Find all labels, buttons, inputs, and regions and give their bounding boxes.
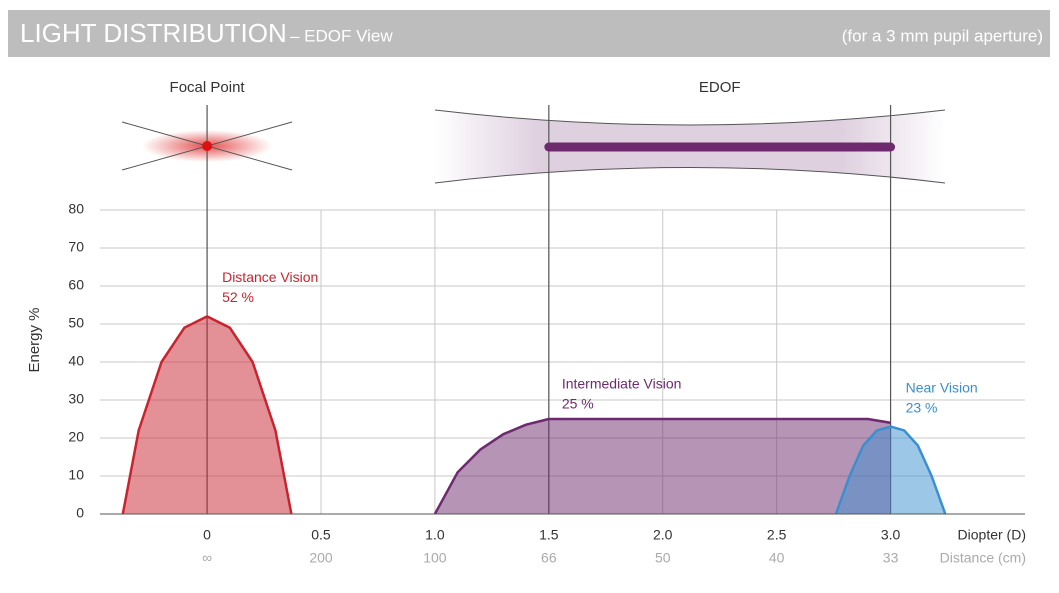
series-value-label: 52 % bbox=[222, 289, 254, 305]
note: (for a 3 mm pupil aperture) bbox=[842, 26, 1043, 45]
y-tick-label: 30 bbox=[68, 391, 84, 407]
y-tick-label: 50 bbox=[68, 315, 84, 331]
series-line bbox=[834, 425, 947, 515]
series-name: Intermediate Vision bbox=[562, 376, 682, 392]
focal-dot bbox=[202, 141, 213, 151]
distance-label: 50 bbox=[655, 550, 671, 566]
x-tick-label: 2.0 bbox=[653, 527, 673, 543]
edof-edge bbox=[434, 109, 946, 126]
y-axis-label: Energy % bbox=[26, 307, 43, 372]
series-value-label: 23 % bbox=[906, 399, 938, 415]
subtitle: – EDOF View bbox=[290, 26, 393, 45]
x2-axis-label: Distance (cm) bbox=[940, 550, 1026, 566]
distance-label: 100 bbox=[423, 550, 447, 566]
x-tick-label: 3.0 bbox=[881, 527, 901, 543]
series-value-label: 25 % bbox=[562, 396, 594, 412]
x-tick-label: 2.5 bbox=[767, 527, 787, 543]
y-tick-label: 40 bbox=[68, 353, 84, 369]
focal-label: Focal Point bbox=[170, 79, 246, 96]
edof-edge bbox=[434, 167, 946, 184]
x-axis-label: Diopter (D) bbox=[958, 527, 1026, 543]
x-tick-label: 1.0 bbox=[425, 527, 445, 543]
series-name: Near Vision bbox=[906, 379, 978, 395]
distance-label: 33 bbox=[883, 550, 899, 566]
series-name: Distance Vision bbox=[222, 269, 318, 285]
series-area bbox=[122, 316, 292, 514]
y-tick-label: 0 bbox=[76, 505, 84, 521]
y-tick-label: 20 bbox=[68, 429, 84, 445]
x-tick-label: 0.5 bbox=[311, 527, 331, 543]
distance-label: 200 bbox=[309, 550, 333, 566]
x-tick-label: 0 bbox=[203, 527, 211, 543]
header-bar bbox=[8, 10, 1050, 57]
y-tick-label: 10 bbox=[68, 467, 84, 483]
y-tick-label: 70 bbox=[68, 239, 84, 255]
series-line bbox=[433, 417, 891, 515]
title: LIGHT DISTRIBUTION bbox=[20, 18, 287, 48]
edof-label: EDOF bbox=[699, 79, 741, 96]
distance-label: ∞ bbox=[202, 550, 212, 566]
y-tick-label: 60 bbox=[68, 277, 84, 293]
distance-label: 66 bbox=[541, 550, 557, 566]
series-line bbox=[121, 315, 293, 515]
y-tick-label: 80 bbox=[68, 201, 84, 217]
distance-label: 40 bbox=[769, 550, 785, 566]
x-tick-label: 1.5 bbox=[539, 527, 559, 543]
series-area bbox=[434, 419, 891, 514]
